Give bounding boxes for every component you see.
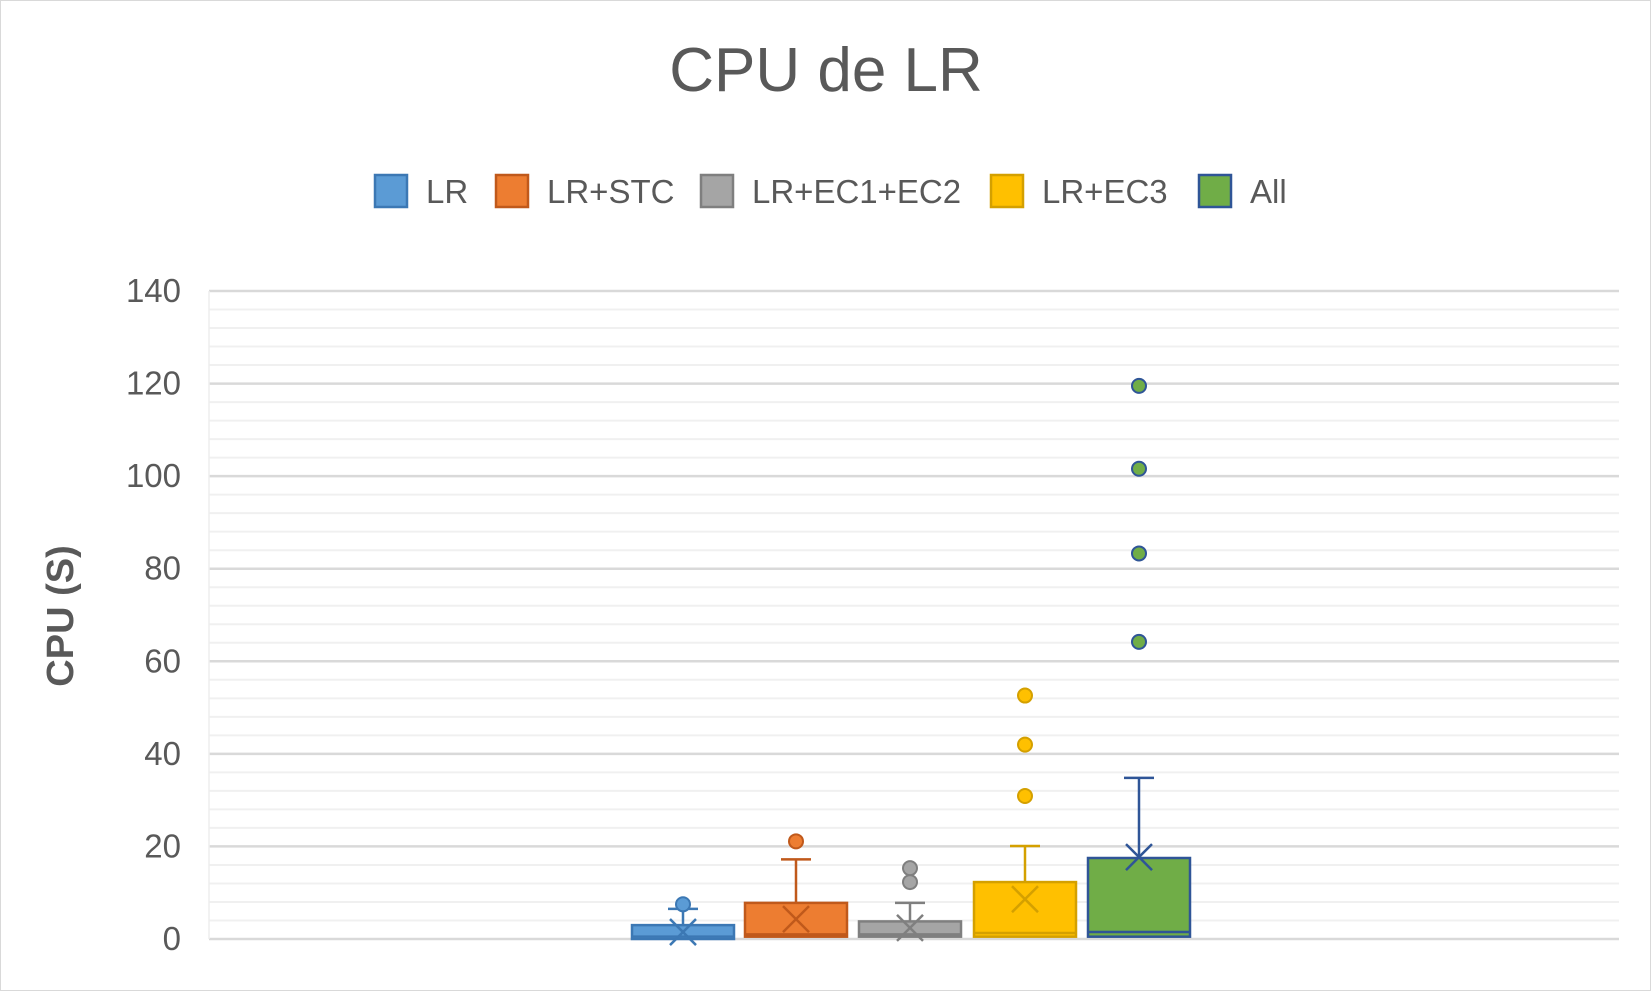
box-plot-lr-stc [743, 833, 849, 938]
legend-swatch [494, 173, 530, 209]
mean-marker [1125, 843, 1153, 871]
legend-swatch [989, 173, 1025, 209]
outlier-point [1017, 787, 1033, 804]
y-tick-label: 80 [144, 550, 181, 587]
box-plots [630, 377, 1192, 946]
mean-marker [896, 914, 924, 942]
legend-label: LR+EC3 [1042, 173, 1168, 210]
y-tick-label: 40 [144, 735, 181, 772]
outlier-point [1131, 460, 1147, 477]
y-tick-label: 120 [126, 365, 181, 402]
legend-label: LR+STC [547, 173, 674, 210]
legend-swatch [1197, 173, 1233, 209]
outlier-point [1017, 687, 1033, 704]
legend-label: LR+EC1+EC2 [752, 173, 961, 210]
legend: LR LR+STC LR+EC1+EC2 LR+EC3 All [373, 173, 1287, 210]
mean-marker [669, 918, 697, 946]
y-tick-label: 20 [144, 827, 181, 864]
box-plot-all [1086, 377, 1192, 938]
iqr-box [972, 880, 1078, 938]
grid-lines [208, 289, 1619, 941]
outlier-point [1017, 736, 1033, 753]
outlier-point [788, 833, 804, 850]
y-axis-label: CPU (S) [40, 545, 82, 686]
y-tick-label: 0 [163, 920, 181, 957]
outlier-point [1131, 633, 1147, 650]
y-tick-label: 100 [126, 457, 181, 494]
mean-marker [782, 905, 810, 933]
box-plot-lr [630, 896, 736, 946]
legend-label: All [1250, 173, 1287, 210]
iqr-box [1086, 856, 1192, 938]
outlier-point [675, 896, 691, 913]
outlier-point [1131, 545, 1147, 562]
outlier-point [1131, 377, 1147, 394]
y-tick-label: 140 [126, 272, 181, 309]
outlier-point [902, 874, 918, 891]
mean-marker [1011, 885, 1039, 914]
box-plot-lr-ec3 [972, 687, 1078, 938]
y-axis-ticks: 0 20 40 60 80 100 120 140 [126, 272, 181, 957]
legend-swatch [373, 173, 409, 209]
box-plot-lr-ec1-ec2 [857, 860, 963, 942]
y-tick-label: 60 [144, 642, 181, 679]
legend-label: LR [426, 173, 468, 210]
chart-title: CPU de LR [669, 36, 983, 105]
legend-swatch [699, 173, 735, 209]
outlier-point [902, 860, 918, 877]
